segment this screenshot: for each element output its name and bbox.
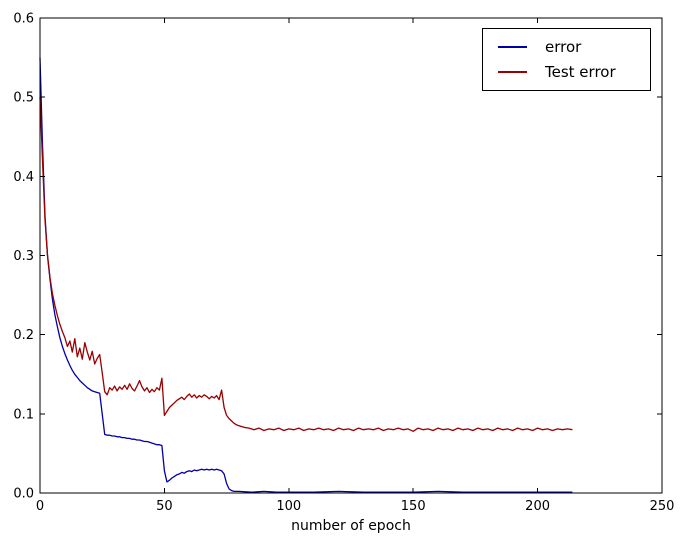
x-tick-label: 150	[401, 499, 426, 514]
y-tick-label: 0.6	[13, 12, 34, 27]
legend-label-test-error: Test error	[545, 63, 616, 81]
legend-item-test-error: Test error	[483, 63, 650, 81]
x-tick-label: 200	[525, 499, 550, 514]
y-tick-label: 0.1	[13, 407, 34, 422]
legend-label-error: error	[545, 38, 582, 56]
x-tick-label: 250	[650, 499, 675, 514]
series-line-test-error	[39, 97, 573, 432]
y-tick-label: 0.3	[13, 249, 34, 264]
y-tick-label: 0.2	[13, 328, 34, 343]
legend-item-error: error	[483, 38, 650, 56]
legend-line-sample-test-error	[498, 71, 527, 73]
x-tick-label: 50	[156, 499, 173, 514]
series-line-error	[39, 57, 573, 493]
x-axis-label: number of epoch	[291, 518, 411, 534]
x-tick-label: 0	[36, 499, 44, 514]
y-tick-label: 0.0	[13, 487, 34, 502]
legend: error Test error	[482, 28, 651, 91]
y-tick-label: 0.4	[13, 170, 34, 185]
y-tick-label: 0.5	[13, 91, 34, 106]
legend-line-sample-error	[498, 46, 527, 48]
x-tick-label: 100	[276, 499, 301, 514]
